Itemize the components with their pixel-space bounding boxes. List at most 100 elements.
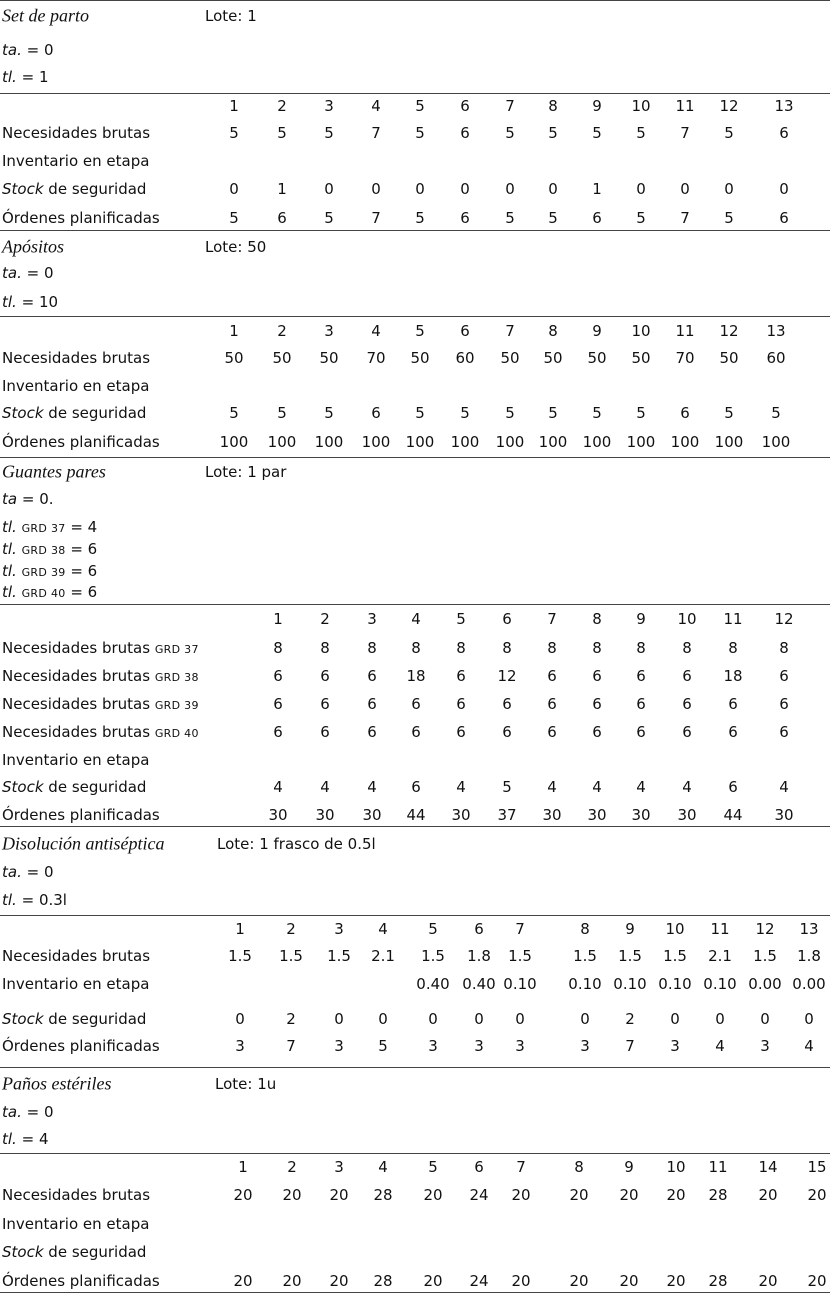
period: 1 <box>229 322 239 340</box>
cell-value: 6 <box>779 124 789 142</box>
cell-value: 100 <box>495 433 525 451</box>
cell-value: 0 <box>371 180 381 198</box>
cell-value: 100 <box>219 433 249 451</box>
cell-value: 20 <box>569 1272 589 1290</box>
cell-value: 30 <box>631 806 651 824</box>
param-value: = 0 <box>26 1103 54 1121</box>
param-sub: GRD 40 <box>21 587 66 600</box>
cell-value: 6 <box>456 667 466 685</box>
period: 10 <box>665 920 685 938</box>
param-value: = 6 <box>70 562 98 580</box>
cell-value: 6 <box>682 695 692 713</box>
cell-value: 6 <box>273 667 283 685</box>
cell-value: 6 <box>779 667 789 685</box>
cell-value: 5 <box>324 209 334 227</box>
row-label-text: Necesidades brutas <box>2 349 151 367</box>
row-label: Necesidades brutas GRD 38 <box>2 667 199 685</box>
cell-value: 20 <box>423 1186 443 1204</box>
param-line: ta. = 0 <box>2 1103 54 1121</box>
cell-value: 5 <box>460 404 470 422</box>
row-label-text: Inventario en etapa <box>2 1215 150 1233</box>
period: 11 <box>708 1158 728 1176</box>
param-value: = 0 <box>26 863 54 881</box>
rule <box>0 316 830 317</box>
period: 9 <box>592 97 602 115</box>
cell-value: 6 <box>592 723 602 741</box>
cell-value: 7 <box>371 209 381 227</box>
period: 9 <box>625 920 635 938</box>
cell-value: 4 <box>320 778 330 796</box>
cell-value: 18 <box>406 667 426 685</box>
row-label-text: de seguridad <box>48 404 147 422</box>
cell-value: 6 <box>547 667 557 685</box>
row-label: Stock de seguridad <box>2 180 146 198</box>
cell-value: 1.5 <box>573 947 597 965</box>
cell-value: 5 <box>636 209 646 227</box>
period: 7 <box>547 610 557 628</box>
param-sub: GRD 39 <box>21 566 66 579</box>
cell-value: 4 <box>682 778 692 796</box>
row-label: Inventario en etapa <box>2 975 149 993</box>
param-name: tl. <box>2 562 17 580</box>
row-label-em: Stock <box>2 1010 44 1028</box>
cell-value: 3 <box>428 1037 438 1055</box>
cell-value: 60 <box>766 349 786 367</box>
param-line: tl. GRD 39 = 6 <box>2 562 97 580</box>
cell-value: 1.5 <box>618 947 642 965</box>
cell-value: 100 <box>582 433 612 451</box>
item-title: Apósitos <box>2 236 65 257</box>
row-label: Órdenes planificadas <box>2 209 160 227</box>
row-label: Stock de seguridad <box>2 778 146 796</box>
cell-value: 30 <box>587 806 607 824</box>
cell-value: 37 <box>497 806 517 824</box>
cell-value: 6 <box>456 723 466 741</box>
lot: Lote: 1 frasco de 0.5l <box>217 835 376 853</box>
param-value: = 0.3l <box>21 891 67 909</box>
cell-value: 6 <box>502 723 512 741</box>
cell-value: 5 <box>636 404 646 422</box>
cell-value: 50 <box>587 349 607 367</box>
period: 9 <box>624 1158 634 1176</box>
cell-value: 6 <box>547 695 557 713</box>
param-name: tl. <box>2 1130 17 1148</box>
cell-value: 6 <box>682 667 692 685</box>
cell-value: 5 <box>415 209 425 227</box>
cell-value: 28 <box>373 1272 393 1290</box>
row-label: Órdenes planificadas <box>2 433 160 451</box>
row-label-text: de seguridad <box>48 1243 147 1261</box>
cell-value: 0 <box>548 180 558 198</box>
param-name: tl. <box>2 583 17 601</box>
param-line: ta. = 0 <box>2 863 54 881</box>
row-label-sub: GRD 37 <box>154 643 199 656</box>
row-label: Necesidades brutas <box>2 947 150 965</box>
cell-value: 50 <box>272 349 292 367</box>
rule <box>0 1292 830 1293</box>
row-label-text: Necesidades brutas <box>2 667 151 685</box>
cell-value: 24 <box>469 1272 489 1290</box>
period: 8 <box>548 322 558 340</box>
cell-value: 6 <box>367 667 377 685</box>
cell-value: 6 <box>367 695 377 713</box>
row-label-text: Órdenes planificadas <box>2 209 160 227</box>
cell-value: 0 <box>580 1010 590 1028</box>
cell-value: 2.1 <box>371 947 395 965</box>
param-sub: GRD 37 <box>21 522 66 535</box>
cell-value: 60 <box>455 349 475 367</box>
row-label-text: Órdenes planificadas <box>2 1037 160 1055</box>
cell-value: 3 <box>235 1037 245 1055</box>
cell-value: 0.40 <box>416 975 450 993</box>
row-label-text: Inventario en etapa <box>2 152 150 170</box>
cell-value: 30 <box>362 806 382 824</box>
cell-value: 4 <box>547 778 557 796</box>
cell-value: 6 <box>320 667 330 685</box>
cell-value: 6 <box>728 778 738 796</box>
cell-value: 0 <box>760 1010 770 1028</box>
rule <box>0 230 830 231</box>
cell-value: 6 <box>636 667 646 685</box>
cell-value: 20 <box>666 1186 686 1204</box>
cell-value: 0 <box>235 1010 245 1028</box>
cell-value: 6 <box>320 695 330 713</box>
cell-value: 20 <box>282 1186 302 1204</box>
cell-value: 6 <box>277 209 287 227</box>
param-name: tl. <box>2 293 17 311</box>
